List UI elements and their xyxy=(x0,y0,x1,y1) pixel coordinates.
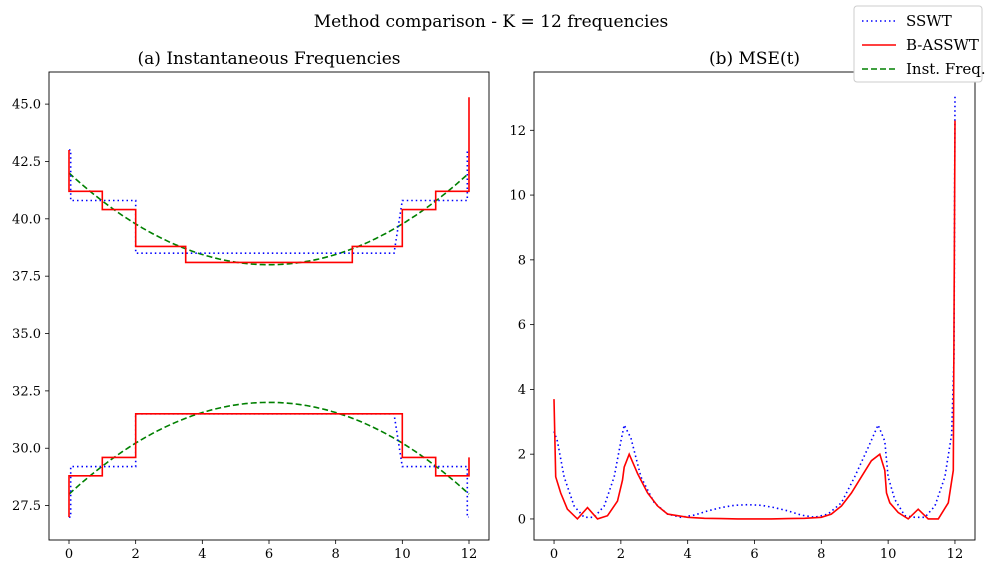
panel-mse-xtick-label: 12 xyxy=(947,547,964,562)
panel-if-series-b-asswt-upper xyxy=(68,97,470,264)
panel-mse-title: (b) MSE(t) xyxy=(709,49,800,69)
panel-if-series-sswt-upper xyxy=(69,149,469,254)
panel-mse-xtick-label: 0 xyxy=(550,547,558,562)
legend-label-sswt: SSWT xyxy=(906,12,952,30)
legend: SSWT B-ASSWT Inst. Freq. xyxy=(853,5,986,83)
panel-mse-ytick-label: 10 xyxy=(509,189,526,204)
panel-if-xtick-label: 12 xyxy=(461,547,478,562)
panel-mse-xtick-label: 10 xyxy=(880,547,897,562)
panel-if-xtick-label: 2 xyxy=(132,547,140,562)
panel-if-xtick-label: 8 xyxy=(332,547,340,562)
panel-if-ytick-label: 37.5 xyxy=(12,270,41,285)
panel-if-axes-frame xyxy=(48,71,490,541)
panel-mse-ytick-label: 2 xyxy=(518,448,526,463)
panel-mse-ytick-label: 0 xyxy=(518,512,526,527)
panel-if-xtick-label: 6 xyxy=(265,547,273,562)
legend-label-basswt: B-ASSWT xyxy=(906,36,979,54)
panel-if-ytick-label: 40.0 xyxy=(12,212,41,227)
panel-if-xtick-label: 0 xyxy=(65,547,73,562)
panel-mse-ytick-label: 12 xyxy=(509,124,526,139)
panel-if-series-inst-freq-upper xyxy=(68,172,470,266)
panel-mse-xtick-label: 4 xyxy=(684,547,692,562)
legend-label-inst-freq: Inst. Freq. xyxy=(906,60,986,78)
panel-mse: (b) MSE(t) 0 2 4 6 8 10 12 0 2 4 6 8 10 12 xyxy=(509,49,976,562)
panel-if-series-b-asswt-lower xyxy=(68,413,470,518)
panel-if-series-inst-freq-lower xyxy=(68,401,470,495)
panel-mse-series-sswt xyxy=(553,94,956,519)
panel-if-ytick-label: 35.0 xyxy=(12,327,41,342)
panel-if-ytick-label: 45.0 xyxy=(12,98,41,113)
panel-instantaneous-frequencies: (a) Instantaneous Frequencies 0 2 4 6 8 10 12 27… xyxy=(12,49,490,562)
panel-mse-ytick-label: 6 xyxy=(518,318,526,333)
figure-suptitle: Method comparison - K = 12 frequencies xyxy=(314,12,669,32)
panel-if-xtick-label: 4 xyxy=(198,547,206,562)
panel-if-ytick-label: 30.0 xyxy=(12,442,41,457)
legend-frame xyxy=(853,5,983,83)
panel-mse-series-b-asswt xyxy=(553,120,956,521)
panel-if-ytick-label: 27.5 xyxy=(12,499,41,514)
panel-mse-xtick-label: 2 xyxy=(617,547,625,562)
panel-if-xtick-label: 10 xyxy=(394,547,411,562)
panel-if-title: (a) Instantaneous Frequencies xyxy=(138,49,401,69)
panel-mse-axes-frame xyxy=(533,71,976,541)
panel-if-ytick-label: 32.5 xyxy=(12,384,41,399)
panel-mse-ytick-label: 4 xyxy=(518,383,526,398)
panel-mse-ytick-label: 8 xyxy=(518,253,526,268)
panel-if-series-sswt-lower xyxy=(69,413,469,518)
panel-mse-xtick-label: 8 xyxy=(817,547,825,562)
panel-if-ytick-label: 42.5 xyxy=(12,155,41,170)
panel-mse-xtick-label: 6 xyxy=(750,547,758,562)
